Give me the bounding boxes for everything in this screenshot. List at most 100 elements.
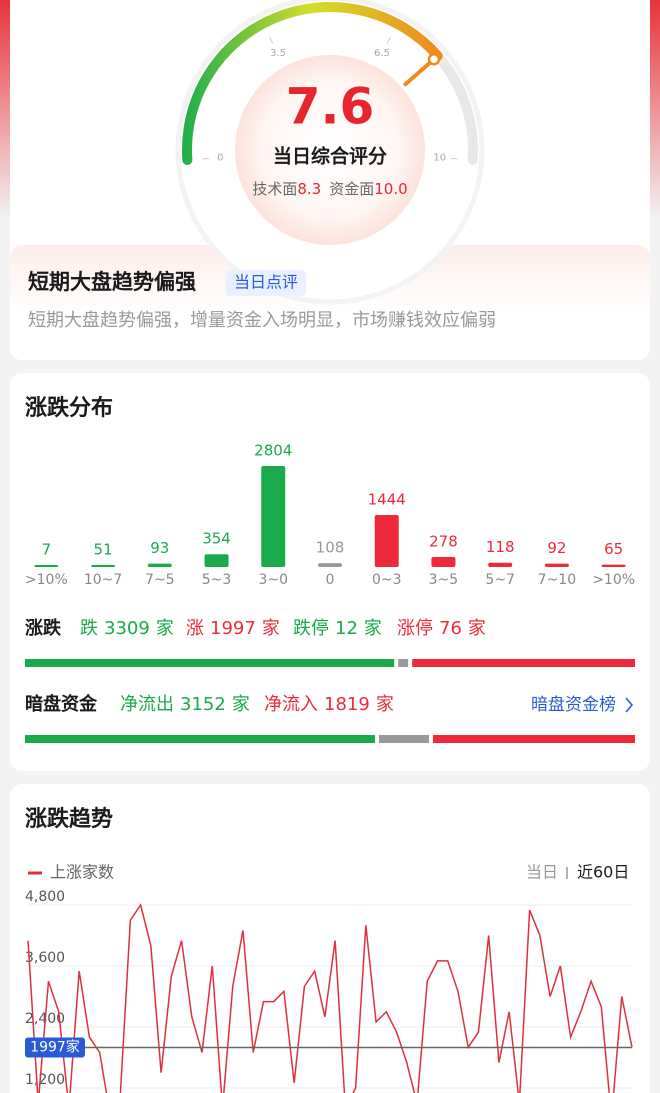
category-label: 7~10 <box>538 572 576 588</box>
gauge: 0 3.5 6.5 10 <box>182 2 478 165</box>
comment-title: 短期大盘趋势偏强 <box>28 270 196 294</box>
bar <box>34 565 59 567</box>
stat-value: 3152 <box>180 694 226 715</box>
bar <box>261 466 286 567</box>
value-label: 92 <box>547 539 566 557</box>
progress-down <box>25 659 395 667</box>
value-label: 118 <box>486 538 515 556</box>
stat-label: 跌停 <box>293 618 329 639</box>
gauge-sub: 技术面8.3 资金面10.0 <box>252 180 407 198</box>
category-label: 5~7 <box>485 572 515 588</box>
y-tick-label: 1,200 <box>25 1072 65 1088</box>
section-title: 涨跌趋势 <box>25 806 113 832</box>
value-label: 65 <box>604 540 623 558</box>
stat: 涨停 76 家 <box>397 618 486 639</box>
y-tick-label: 3,600 <box>25 950 65 966</box>
stat: 涨 1997 家 <box>186 618 280 639</box>
value-label: 1444 <box>368 490 406 508</box>
value-label: 108 <box>316 539 345 557</box>
stat-unit: 家 <box>376 694 394 715</box>
category-label: >10% <box>592 572 635 588</box>
stat-value: 1997 <box>210 618 256 639</box>
bar-chart: 7 >10% 51 10~7 93 7~5 354 5~3 2804 3~0 108 0 1444 0~3… <box>25 442 635 589</box>
gauge-tick-label: 6.5 <box>374 48 390 59</box>
category-label: 0 <box>326 572 335 588</box>
stat-label: 跌 <box>80 618 98 639</box>
tag: 当日点评 <box>234 273 298 292</box>
card <box>10 784 650 1093</box>
legend-label: 上涨家数 <box>50 863 114 882</box>
category-label: 3~0 <box>258 572 288 588</box>
tag-bg <box>226 270 306 296</box>
stat-unit: 家 <box>156 618 174 639</box>
gauge-tick <box>269 36 274 44</box>
stat-value: 76 <box>439 618 462 639</box>
fund-flow: 净流出 3152 家净流入 1819 家 <box>25 694 635 743</box>
value-label: 51 <box>94 541 113 559</box>
bar <box>374 514 399 567</box>
link[interactable]: 暗盘资金榜 <box>531 695 616 715</box>
gauge-tick-label: 10 <box>433 153 446 164</box>
progress-up <box>433 735 635 743</box>
stats: 跌 3309 家涨 1997 家跌停 12 家涨停 76 家 <box>25 618 635 667</box>
stat-unit: 家 <box>468 618 486 639</box>
bar <box>431 556 456 567</box>
stat: 净流出 3152 家 <box>120 694 250 715</box>
range-tab[interactable]: 当日 <box>526 863 558 882</box>
stat-unit: 家 <box>232 694 250 715</box>
bar <box>147 563 172 567</box>
stat-label: 涨 <box>186 618 204 639</box>
section-title: 涨跌分布 <box>25 395 113 421</box>
stats-label: 涨跌 <box>25 617 62 639</box>
gauge-tick <box>386 36 391 44</box>
value-label: 93 <box>150 539 169 557</box>
gauge-tick-label: 0 <box>217 153 223 164</box>
stat: 净流入 1819 家 <box>264 694 394 715</box>
stat-unit: 家 <box>364 618 382 639</box>
label: 资金面 <box>329 180 374 198</box>
card <box>10 373 650 771</box>
gauge-tick-label: 3.5 <box>270 48 286 59</box>
gauge-pointer-head <box>427 52 441 66</box>
category-label: >10% <box>25 572 68 588</box>
reference-label: 1997家 <box>30 1038 80 1055</box>
gauge-score: 7.6 <box>286 78 375 136</box>
stat-unit: 家 <box>262 618 280 639</box>
progress-up <box>412 659 635 667</box>
stat-value: 3309 <box>104 618 150 639</box>
value: 8.3 <box>297 180 321 198</box>
progress-flat <box>398 659 409 667</box>
value: 10.0 <box>374 180 407 198</box>
category-label: 0~3 <box>372 572 402 588</box>
value-label: 7 <box>42 541 52 559</box>
gauge-pointer <box>403 57 436 87</box>
bar <box>488 562 513 567</box>
stat: 跌 3309 家 <box>80 618 174 639</box>
stat-label: 涨停 <box>397 618 433 639</box>
link-arrow[interactable] <box>625 697 634 713</box>
bar <box>318 563 342 567</box>
value-label: 278 <box>429 532 458 550</box>
stat: 跌停 12 家 <box>293 618 382 639</box>
bar <box>601 564 626 567</box>
range-tab[interactable]: 近60日 <box>577 863 629 882</box>
stat-value: 12 <box>335 618 358 639</box>
value-label: 354 <box>202 530 231 548</box>
fund-label: 暗盘资金 <box>25 693 98 715</box>
reference-label-bg <box>25 1037 85 1058</box>
bar <box>204 554 229 567</box>
stat-label: 净流入 <box>264 694 318 715</box>
label: 技术面 <box>252 180 297 198</box>
category-label: 7~5 <box>145 572 175 588</box>
stat-value: 1819 <box>324 694 370 715</box>
value-label: 2804 <box>254 442 292 460</box>
gauge-inner <box>235 55 425 245</box>
comment-text: 短期大盘趋势偏强，增量资金入场明显，市场赚钱效应偏弱 <box>28 310 496 331</box>
bar <box>544 563 569 567</box>
stat-label: 净流出 <box>120 694 174 715</box>
bar <box>91 565 116 567</box>
gauge-title: 当日综合评分 <box>273 145 387 168</box>
